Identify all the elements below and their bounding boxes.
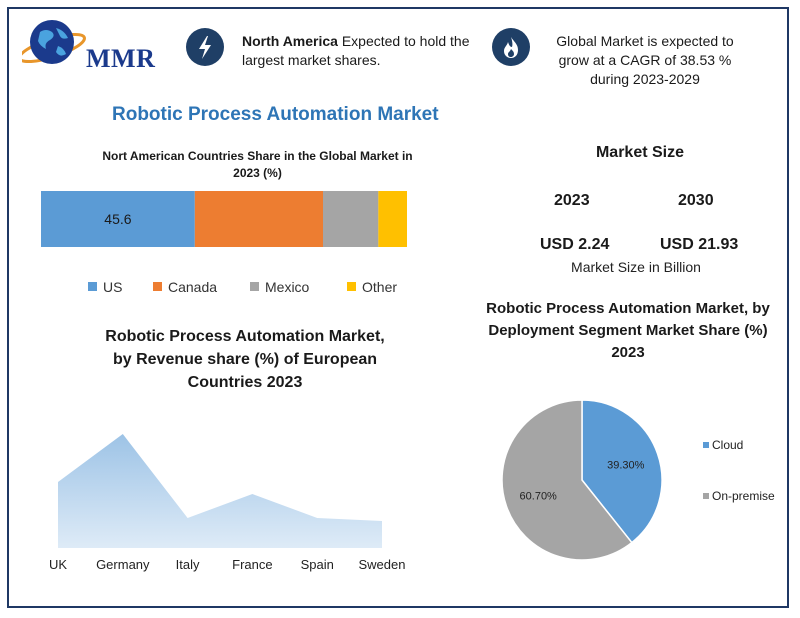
globe-icon <box>18 20 86 64</box>
x-tick-label: Italy <box>176 557 200 572</box>
highlight-text: Expected to hold the largest market shar… <box>242 33 470 68</box>
pie-legend-label: Cloud <box>712 438 743 452</box>
legend-mexico: Mexico <box>250 279 309 295</box>
year-2023: 2023 <box>554 192 590 209</box>
legend-label-other: Other <box>362 279 398 295</box>
bar-data-label: 45.6 <box>104 211 131 227</box>
legend-swatch-other <box>347 282 356 291</box>
cagr-highlight: Global Market is expected to grow at a C… <box>556 33 734 87</box>
legend-label-canada: Canada <box>168 279 218 295</box>
legend-swatch-mexico <box>250 282 259 291</box>
stacked-bar-chart: 45.6 <box>41 191 407 247</box>
legend-label-us: US <box>103 279 123 295</box>
year-2030: 2030 <box>678 192 714 209</box>
pie-slice-cloud <box>581 399 663 544</box>
bar-segment-us <box>41 191 195 247</box>
market-size-note: Market Size in Billion <box>571 259 701 275</box>
legend-canada: Canada <box>153 279 217 295</box>
x-tick-label: France <box>232 557 272 572</box>
mmr-logo: MMR <box>18 14 172 76</box>
legend-us: US <box>88 279 122 295</box>
main-title: Robotic Process Automation Market <box>112 104 439 125</box>
bar-segment-mexico <box>323 191 379 247</box>
lightning-icon <box>186 28 224 66</box>
infographic-frame <box>7 7 789 608</box>
pie-legend-label: On-premise <box>712 489 775 503</box>
legend-label-mexico: Mexico <box>265 279 310 295</box>
value-2023: USD 2.24 <box>540 236 610 253</box>
bar-chart-title: Nort American Countries Share in the Glo… <box>102 149 413 180</box>
logo-text: MMR <box>86 44 156 73</box>
pie-slice-on-premise <box>501 399 633 561</box>
pie-chart: 39.30% Cloud 60.70% On-premise <box>501 399 775 561</box>
bar-segment-canada <box>194 191 324 247</box>
legend-swatch-us <box>88 282 97 291</box>
legend-other: Other <box>347 279 397 295</box>
pie-data-label: 39.30% <box>607 460 645 472</box>
bar-segment-other <box>378 191 407 247</box>
flame-icon <box>492 28 530 66</box>
x-tick-label: Germany <box>96 557 150 572</box>
area-series <box>58 434 382 548</box>
legend-swatch-canada <box>153 282 162 291</box>
pie-legend-swatch <box>703 442 709 448</box>
x-tick-label: Spain <box>301 557 334 572</box>
x-tick-label: Sweden <box>359 557 406 572</box>
x-tick-label: UK <box>49 557 67 572</box>
north-america-highlight: North America Expected to hold the large… <box>242 32 482 70</box>
market-size-title: Market Size <box>595 144 685 161</box>
value-2030: USD 21.93 <box>660 236 739 253</box>
area-chart-title: Robotic Process Automation Market, by Re… <box>105 328 385 391</box>
pie-chart-title: Robotic Process Automation Market, by De… <box>486 300 770 361</box>
highlight-bold: North America <box>242 33 338 49</box>
pie-legend-swatch <box>703 493 709 499</box>
pie-data-label: 60.70% <box>520 490 558 502</box>
area-chart: UK Germany Italy France Spain Sweden <box>49 433 406 572</box>
